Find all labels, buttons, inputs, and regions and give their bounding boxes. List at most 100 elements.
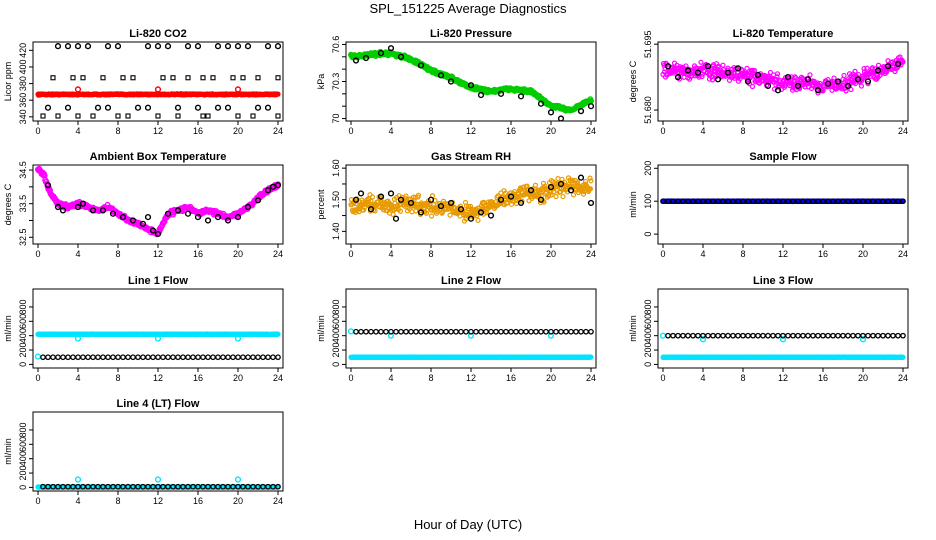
data-point (848, 86, 854, 93)
data-point (533, 328, 539, 335)
data-point (513, 328, 519, 335)
data-point (50, 354, 56, 361)
data-point (397, 53, 405, 60)
data-point (547, 184, 555, 191)
data-point (517, 93, 525, 100)
x-tick-label: 4 (75, 373, 80, 383)
y-axis-label: degrees C (3, 183, 13, 225)
y-tick-label: 1.50 (331, 191, 341, 209)
data-point (347, 328, 355, 335)
series-4 (50, 75, 281, 81)
data-point (200, 354, 206, 361)
x-tick-label: 8 (115, 126, 120, 136)
data-point (508, 328, 514, 335)
data-point (89, 207, 97, 214)
data-point (474, 212, 480, 219)
data-point (555, 176, 561, 182)
data-point (567, 177, 573, 183)
y-tick-label: 0 (643, 232, 653, 237)
data-point (125, 354, 131, 361)
data-point (250, 354, 256, 361)
series-1 (35, 91, 281, 98)
data-point (377, 193, 385, 200)
data-point (369, 194, 376, 200)
data-point (415, 192, 422, 198)
x-tick-label: 8 (115, 249, 120, 259)
data-point (587, 199, 595, 207)
data-point (824, 80, 832, 87)
x-tick-label: 16 (193, 249, 203, 259)
plot-area (348, 174, 595, 224)
data-point (34, 353, 42, 360)
data-point (264, 104, 272, 111)
x-tick-label: 12 (778, 249, 788, 259)
data-point (224, 104, 232, 111)
data-point (220, 354, 226, 361)
data-point (134, 104, 142, 111)
data-point (75, 113, 81, 119)
data-point (574, 180, 581, 186)
data-point (64, 104, 72, 111)
y-tick-label: 70.3 (331, 73, 341, 91)
data-point (54, 43, 62, 50)
x-tick-label: 24 (273, 249, 283, 259)
data-point (447, 78, 455, 85)
data-point (861, 66, 867, 72)
y-tick-label: 33.5 (18, 195, 28, 213)
series-1 (348, 48, 595, 114)
y-tick-label: 200 (18, 343, 28, 358)
data-point (234, 86, 242, 93)
data-point (440, 198, 447, 204)
data-point (373, 328, 379, 335)
data-point (55, 354, 61, 361)
data-point (194, 214, 202, 221)
y-tick-label: 51.695 (643, 30, 653, 58)
x-tick-label: 0 (660, 249, 665, 259)
data-point (214, 104, 222, 111)
x-tick-label: 16 (818, 249, 828, 259)
data-point (130, 354, 136, 361)
data-point (674, 74, 682, 81)
y-tick-label: 34.5 (18, 161, 28, 179)
x-tick-label: 20 (233, 249, 243, 259)
data-point (264, 187, 272, 194)
data-point (240, 75, 246, 81)
data-point (467, 203, 474, 209)
x-tick-label: 4 (700, 249, 705, 259)
y-axis-label: kPa (316, 74, 326, 90)
data-point (230, 354, 236, 361)
x-tick-label: 12 (466, 126, 476, 136)
series-1 (35, 331, 281, 338)
data-point (734, 65, 742, 72)
chart-panel-5: Gas Stream RH0 4 8 12 16 20 241.401.501.60perc… (316, 151, 597, 259)
data-point (180, 354, 186, 361)
data-point (44, 104, 52, 111)
data-point (900, 59, 906, 65)
y-axis-label: ml/min (628, 191, 638, 218)
data-point (521, 184, 527, 190)
y-axis-label: percent (316, 189, 326, 220)
data-point (149, 227, 157, 234)
data-point (756, 80, 763, 86)
x-tick-label: 8 (115, 373, 120, 383)
data-point (487, 212, 495, 219)
page-title: SPL_151225 Average Diagnostics (369, 1, 567, 16)
data-point (874, 67, 882, 74)
data-point (477, 91, 485, 99)
data-point (794, 82, 802, 89)
data-point (90, 113, 96, 119)
data-point (154, 86, 162, 93)
panel-title: Li-820 Temperature (733, 28, 834, 40)
data-point (467, 82, 475, 89)
x-tick-label: 24 (898, 249, 908, 259)
data-point (85, 354, 91, 361)
data-point (397, 196, 405, 203)
y-tick-label: 51.680 (643, 96, 653, 124)
y-tick-label: 200 (331, 343, 341, 358)
data-point (150, 354, 156, 361)
panel-title: Sample Flow (749, 151, 817, 163)
